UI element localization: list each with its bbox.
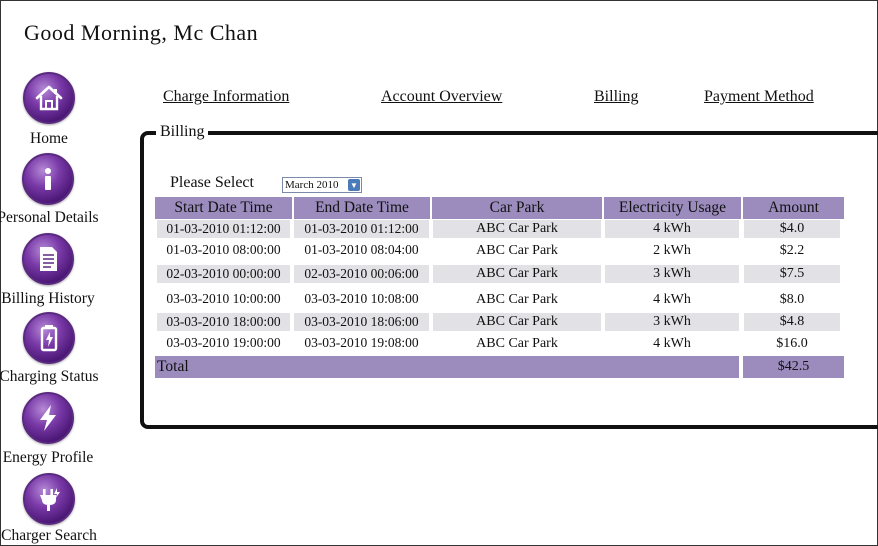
- table-cell: $7.5: [744, 265, 840, 283]
- panel-title: Billing: [156, 123, 209, 141]
- table-cell: 01-03-2010 08:00:00: [166, 242, 281, 257]
- month-select-value: March 2010: [285, 179, 339, 191]
- nav-charge-information[interactable]: Charge Information: [163, 88, 290, 105]
- table-cell: 3 kWh: [605, 313, 739, 331]
- sidebar-item-label: Personal Details: [0, 209, 99, 226]
- sidebar-item-energy-profile[interactable]: Energy Profile: [0, 392, 113, 467]
- sidebar-item-charging-status[interactable]: Charging Status: [0, 312, 114, 386]
- table-cell: ABC Car Park: [433, 265, 601, 283]
- table-cell: 03-03-2010 10:00:00: [166, 291, 281, 306]
- lightning-icon: [22, 392, 74, 444]
- table-cell: ABC Car Park: [433, 313, 601, 331]
- table-cell: 01-03-2010 08:04:00: [304, 242, 419, 257]
- sidebar-item-label: Home: [30, 130, 68, 147]
- chevron-down-icon[interactable]: ▼: [348, 179, 360, 191]
- table-cell: 03-03-2010 19:08:00: [304, 335, 419, 350]
- sidebar-item-home[interactable]: Home: [0, 72, 114, 148]
- table-cell: ABC Car Park: [476, 336, 558, 351]
- home-icon: [23, 72, 75, 124]
- table-cell: 2 kWh: [653, 243, 691, 258]
- plug-icon: [23, 473, 75, 525]
- nav-account-overview[interactable]: Account Overview: [381, 88, 503, 105]
- table-cell: 4 kWh: [605, 220, 739, 238]
- table-cell: 01-03-2010 01:12:00: [294, 220, 429, 238]
- sidebar-item-label: Charger Search: [1, 527, 97, 544]
- nav-payment-method[interactable]: Payment Method: [704, 88, 814, 105]
- nav-billing[interactable]: Billing: [594, 88, 639, 105]
- table-cell: ABC Car Park: [476, 243, 558, 258]
- battery-icon: [23, 312, 75, 364]
- month-select[interactable]: March 2010 ▼: [282, 177, 362, 193]
- sidebar-item-personal-details[interactable]: Personal Details: [0, 153, 113, 227]
- greeting-text: Good Morning, Mc Chan: [24, 20, 259, 45]
- table-header: Electricity Usage: [604, 197, 741, 219]
- table-header: Start Date Time: [155, 197, 292, 219]
- table-header: Amount: [743, 197, 844, 219]
- total-amount: $42.5: [743, 356, 844, 378]
- sidebar-item-charger-search[interactable]: Charger Search: [0, 473, 114, 545]
- table-cell: 4 kWh: [653, 292, 691, 307]
- table-cell: 01-03-2010 01:12:00: [157, 220, 290, 238]
- table-cell: 02-03-2010 00:06:00: [294, 265, 429, 283]
- table-cell: 3 kWh: [605, 265, 739, 283]
- document-icon: [22, 233, 74, 285]
- sidebar-item-billing-history[interactable]: Billing History: [0, 233, 113, 308]
- table-cell: ABC Car Park: [476, 292, 558, 307]
- table-header: End Date Time: [294, 197, 430, 219]
- table-cell: 4 kWh: [653, 336, 691, 351]
- table-cell: 02-03-2010 00:00:00: [157, 265, 290, 283]
- table-cell: $2.2: [779, 243, 805, 258]
- table-cell: $16.0: [776, 336, 808, 351]
- table-cell: ABC Car Park: [433, 220, 601, 238]
- table-cell: $8.0: [779, 292, 805, 307]
- sidebar-item-label: Charging Status: [0, 368, 99, 385]
- table-cell: 03-03-2010 18:06:00: [294, 313, 429, 331]
- info-icon: [22, 153, 74, 205]
- total-label: Total: [155, 356, 739, 378]
- table-cell: $4.0: [744, 220, 840, 238]
- table-cell: 03-03-2010 18:00:00: [157, 313, 290, 331]
- sidebar-item-label: Billing History: [1, 290, 95, 307]
- billing-panel: [140, 131, 878, 429]
- select-label: Please Select: [170, 174, 254, 191]
- sidebar-item-label: Energy Profile: [2, 449, 94, 466]
- table-cell: 03-03-2010 19:00:00: [166, 335, 281, 350]
- table-cell: 03-03-2010 10:08:00: [304, 291, 419, 306]
- table-header: Car Park: [432, 197, 602, 219]
- table-cell: $4.8: [744, 313, 840, 331]
